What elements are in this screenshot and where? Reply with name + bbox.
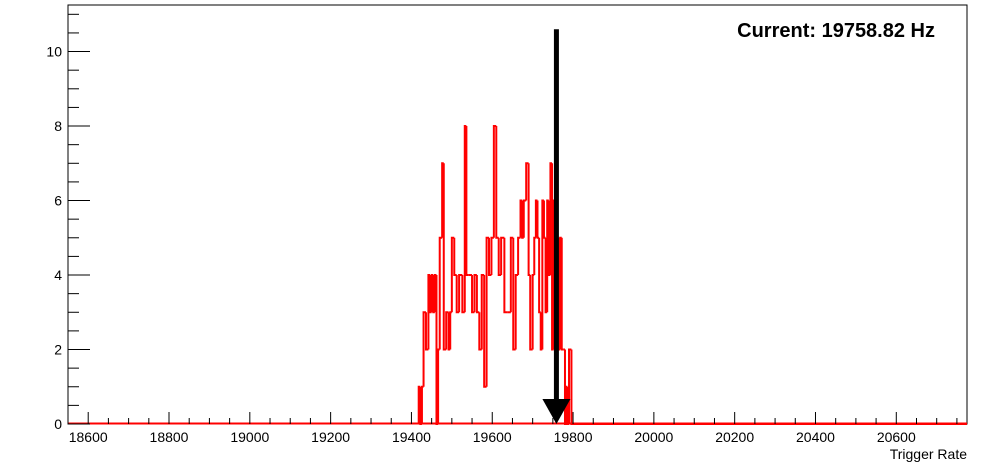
arrow-head bbox=[542, 399, 571, 424]
x-tick-label: 19200 bbox=[311, 429, 350, 445]
y-tick-label: 0 bbox=[54, 416, 62, 432]
x-tick-label: 20200 bbox=[715, 429, 754, 445]
x-tick-label: 20600 bbox=[877, 429, 916, 445]
y-tick-label: 6 bbox=[54, 193, 62, 209]
x-tick-label: 19400 bbox=[392, 429, 431, 445]
current-annotation: Current: 19758.82 Hz bbox=[737, 20, 935, 42]
histogram-bin bbox=[500, 236, 505, 276]
x-axis: 18600 18800 19000 19200 19400 19600 19800 20000… bbox=[67, 412, 958, 445]
histogram-bin bbox=[503, 237, 508, 314]
current-value-arrow bbox=[542, 29, 571, 424]
x-axis-title: Trigger Rate bbox=[890, 446, 968, 462]
y-tick-label: 4 bbox=[54, 267, 62, 283]
y-tick-label: 2 bbox=[54, 342, 62, 358]
y-axis: 0 2 4 6 8 10 bbox=[46, 13, 90, 432]
histogram-bin bbox=[458, 274, 463, 313]
histogram-layer bbox=[417, 125, 967, 425]
x-tick-label: 18800 bbox=[150, 429, 189, 445]
histogram-bin bbox=[465, 126, 469, 277]
x-tick-label: 20400 bbox=[796, 429, 835, 445]
histogram-bin bbox=[560, 237, 564, 351]
y-tick-label: 8 bbox=[54, 118, 62, 134]
histogram-bin bbox=[570, 349, 967, 425]
y-tick-label: 10 bbox=[46, 44, 62, 60]
x-tick-label: 19600 bbox=[473, 429, 512, 445]
x-tick-label: 18600 bbox=[69, 429, 108, 445]
plot-frame bbox=[67, 4, 968, 425]
x-tick-label: 19800 bbox=[554, 429, 593, 445]
x-tick-label: 19000 bbox=[230, 429, 269, 445]
x-tick-label: 20000 bbox=[634, 429, 673, 445]
